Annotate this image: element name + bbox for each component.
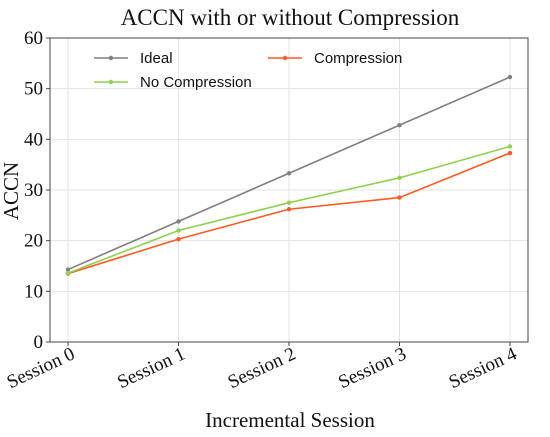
- data-point-no-compression: [176, 228, 181, 233]
- data-point-no-compression: [397, 175, 402, 181]
- y-tick-label: 60: [24, 28, 43, 49]
- x-tick-label: Session 2: [225, 343, 299, 393]
- legend-marker-ideal: [108, 55, 114, 61]
- y-axis-label: ACCN: [0, 162, 23, 220]
- data-point-ideal: [176, 219, 181, 224]
- legend-label-ideal: Ideal: [140, 50, 173, 67]
- data-point-ideal: [65, 267, 71, 272]
- grid: [50, 37, 528, 343]
- chart-title: ACCN with or without Compression: [121, 5, 460, 30]
- x-axis-label: Incremental Session: [205, 408, 375, 432]
- data-point-compression: [507, 150, 513, 156]
- legend-marker-compression: [282, 55, 288, 61]
- data-point-compression: [286, 207, 292, 212]
- data-point-ideal: [397, 122, 402, 128]
- x-tick-label: Session 1: [114, 343, 188, 393]
- legend-label-compression: Compression: [314, 50, 402, 67]
- legend-marker-no-compression: [108, 79, 114, 85]
- legend: Ideal Compression No Compression: [94, 50, 402, 91]
- y-tick-label: 30: [24, 180, 43, 201]
- data-point-ideal: [507, 74, 513, 80]
- y-tick-label: 10: [24, 281, 43, 302]
- x-tick-label: Session 3: [335, 343, 409, 393]
- data-point-ideal: [286, 171, 292, 176]
- data-point-no-compression: [286, 200, 292, 205]
- y-tick-label: 20: [24, 231, 43, 252]
- data-point-compression: [176, 236, 181, 242]
- y-tick-label: 50: [24, 79, 43, 100]
- series-layer: [65, 74, 513, 276]
- data-point-compression: [397, 195, 402, 200]
- data-point-no-compression: [507, 144, 513, 149]
- y-tick-label: 40: [24, 129, 43, 150]
- data-point-no-compression: [65, 270, 71, 276]
- x-tick-label: Session 4: [446, 343, 521, 393]
- y-tick-label: 0: [34, 332, 44, 353]
- legend-label-no-compression: No Compression: [140, 74, 252, 91]
